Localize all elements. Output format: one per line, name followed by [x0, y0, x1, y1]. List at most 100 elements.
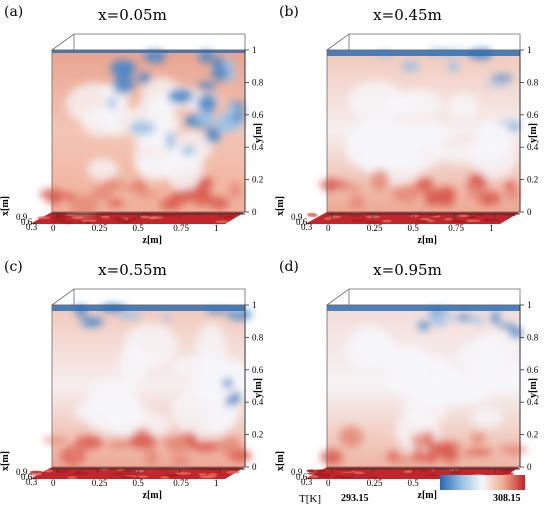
z-tick-label: 0.25	[367, 223, 383, 233]
x-tick-label: 0.3	[26, 477, 38, 487]
y-tick-label: 0.8	[527, 332, 539, 342]
floor-texture	[164, 214, 177, 217]
y-axis-ticks: 0 0.2 0.4 0.6 0.8 1	[520, 45, 539, 217]
colorbar-max: 308.15	[493, 493, 521, 504]
colorbar-gradient	[440, 475, 525, 490]
cold-blob	[129, 120, 156, 136]
y-tick-label: 0	[527, 207, 532, 217]
x-axis-ticks: 0.90.60.3	[16, 467, 38, 487]
floor-heated-surface	[30, 467, 245, 479]
z-axis-ticks: 0 0.25 0.5 0.75 1	[51, 214, 221, 233]
floor-texture	[29, 470, 44, 474]
floor-texture	[84, 221, 93, 225]
warm-blob	[170, 454, 191, 467]
warm-blob	[370, 169, 390, 192]
floor-texture	[306, 212, 317, 216]
cold-blob	[417, 321, 430, 331]
z-axis-label: z[m]	[418, 235, 437, 246]
z-tick-label: 0.5	[133, 478, 145, 488]
top-face-outline	[50, 288, 246, 306]
panel-b-label: (b)	[279, 4, 299, 20]
cold-blob	[118, 311, 143, 320]
y-tick-label: 0.6	[252, 365, 264, 375]
x-axis-label: x[m]	[0, 451, 11, 471]
warm-blob	[67, 450, 81, 461]
z-tick-label: 1	[214, 223, 219, 233]
z-tick-label: 0.25	[92, 478, 108, 488]
colorbar-label: T[K]	[299, 493, 321, 505]
warm-blob	[386, 457, 417, 464]
cold-blob	[161, 315, 172, 322]
z-tick-label: 0.25	[92, 223, 108, 233]
x-tick-label: 0.3	[26, 222, 38, 232]
mixing-blob	[203, 399, 235, 435]
cold-blob	[180, 145, 197, 156]
z-axis-ticks: 0 0.25 0.5 0.75 1	[326, 214, 496, 233]
x-tick-label: 0.6	[21, 217, 33, 227]
floor-texture	[427, 473, 437, 477]
floor-texture	[382, 219, 392, 223]
warm-blob	[169, 189, 195, 204]
floor-texture	[55, 214, 68, 218]
warm-blob	[165, 436, 191, 454]
y-tick-label: 1	[527, 300, 532, 310]
floor-texture	[215, 220, 230, 224]
y-axis-label: y[m]	[528, 123, 539, 143]
floor-texture	[70, 216, 85, 219]
floor-texture	[43, 469, 54, 473]
z-tick-label: 1	[214, 478, 219, 488]
z-tick-label: 0	[51, 478, 56, 488]
y-tick-label: 0.8	[252, 77, 264, 87]
cold-blob	[509, 328, 524, 339]
y-tick-label: 1	[252, 45, 257, 55]
warm-blob	[70, 194, 98, 217]
floor-texture	[410, 214, 419, 218]
panel-c-label: (c)	[4, 259, 23, 275]
y-tick-label: 0.2	[527, 175, 538, 185]
cold-blob	[222, 378, 233, 389]
colorbar: T[K] 293.15 308.15	[299, 475, 535, 511]
y-axis-label: y[m]	[528, 378, 539, 398]
cold-blob	[196, 111, 215, 126]
floor-texture	[135, 469, 145, 473]
y-axis-label: y[m]	[253, 123, 264, 143]
warm-blob	[191, 192, 214, 206]
x-axis-ticks: 0.90.60.3	[291, 467, 313, 487]
x-tick-label: 0.3	[301, 222, 313, 232]
cold-blob	[212, 57, 225, 66]
y-tick-label: 0.4	[252, 397, 264, 407]
floor-texture	[364, 220, 381, 224]
colorbar-min: 293.15	[341, 493, 369, 504]
warm-blob	[411, 433, 429, 448]
ceiling-cold-strip	[52, 305, 245, 311]
floor-texture	[307, 471, 322, 475]
y-tick-label: 1	[527, 45, 532, 55]
floor-texture	[416, 219, 429, 223]
field-blobs	[42, 303, 266, 467]
y-tick-label: 0.2	[252, 175, 263, 185]
floor-texture	[55, 469, 69, 473]
top-face-outline	[325, 33, 521, 51]
x-axis-label: x[m]	[275, 451, 286, 471]
x-tick-label: 0.9	[291, 467, 303, 477]
floor-texture	[481, 218, 496, 222]
mixing-blob	[344, 121, 416, 174]
y-tick-label: 0.6	[527, 110, 539, 120]
mixing-blob	[447, 93, 479, 119]
floor-texture	[348, 214, 363, 217]
cold-blob	[222, 58, 236, 71]
warm-blob	[415, 177, 434, 193]
x-axis-ticks: 0.90.60.3	[291, 212, 313, 232]
z-tick-label: 1	[489, 223, 494, 233]
cold-blob	[485, 82, 509, 87]
panel-a-plot: 00.20.40.60.81y[m]0 0.25 0.5 0.75 1z[m]0.90.…	[0, 33, 264, 246]
y-tick-label: 0.4	[527, 397, 539, 407]
panel-d-title: x=0.95m	[373, 261, 442, 279]
floor-texture	[129, 217, 139, 221]
cold-blob	[490, 74, 514, 81]
z-tick-label: 0.75	[448, 223, 464, 233]
mixing-blob	[433, 143, 505, 164]
floor-texture	[323, 217, 332, 220]
floor-texture	[340, 475, 354, 479]
warm-blob	[102, 177, 122, 192]
